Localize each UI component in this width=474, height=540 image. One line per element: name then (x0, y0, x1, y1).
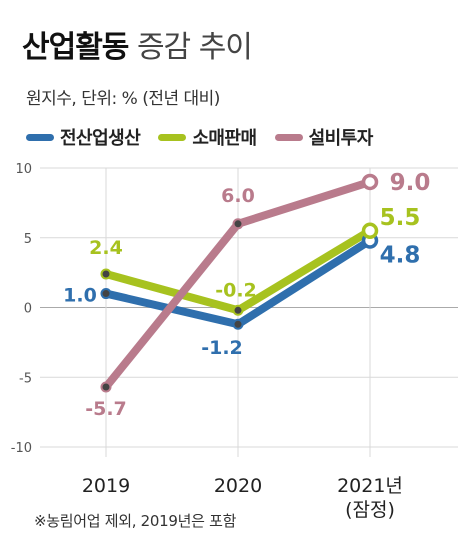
x-tick-label: 2021년 (337, 475, 403, 497)
data-point (100, 268, 112, 280)
data-label: 6.0 (221, 185, 255, 207)
legend-item-retail: 소매판매 (158, 124, 257, 150)
data-point (100, 288, 112, 300)
data-point (232, 304, 244, 316)
legend-swatch-investment (274, 133, 303, 141)
y-tick-label: 5 (24, 232, 32, 247)
data-point (361, 222, 379, 240)
data-label: 5.5 (380, 205, 421, 231)
data-point (361, 173, 379, 191)
data-label: 1.0 (63, 285, 97, 307)
data-label: -5.7 (85, 398, 127, 420)
legend-label-production: 전산업생산 (60, 128, 141, 149)
data-point (100, 381, 112, 393)
x-tick-label: (잠정) (345, 499, 395, 521)
data-point (232, 318, 244, 330)
data-label: -1.2 (201, 337, 243, 359)
legend-item-production: 전산업생산 (26, 124, 141, 150)
chart-subtitle: 원지수, 단위: % (전년 대비) (26, 89, 220, 109)
source-note: ※농림어업 제외, 2019년은 포함 (34, 512, 237, 530)
y-tick-label: 0 (24, 302, 32, 317)
legend-swatch-retail (158, 133, 187, 141)
legend-label-retail: 소매판매 (192, 128, 257, 149)
title-light: 증감 추이 (136, 30, 253, 65)
y-tick-label: -10 (11, 441, 32, 456)
legend-swatch-production (26, 133, 54, 141)
y-tick-label: -5 (19, 371, 32, 386)
data-label: 9.0 (390, 170, 431, 196)
legend-item-investment: 설비투자 (274, 124, 374, 150)
x-tick-label: 2019 (82, 475, 130, 497)
data-label: 2.4 (89, 237, 123, 259)
legend-label-investment: 설비투자 (308, 128, 374, 149)
x-tick-label: 2020 (214, 475, 262, 497)
y-tick-label: 10 (15, 162, 32, 177)
page-title: 산업활동 증감 추이 (22, 22, 253, 66)
data-point (232, 218, 244, 230)
data-label: 4.8 (380, 243, 421, 269)
data-label: -0.2 (215, 279, 257, 301)
title-bold: 산업활동 (22, 30, 129, 65)
chart-legend: 전산업생산 소매판매 설비투자 (26, 124, 373, 150)
